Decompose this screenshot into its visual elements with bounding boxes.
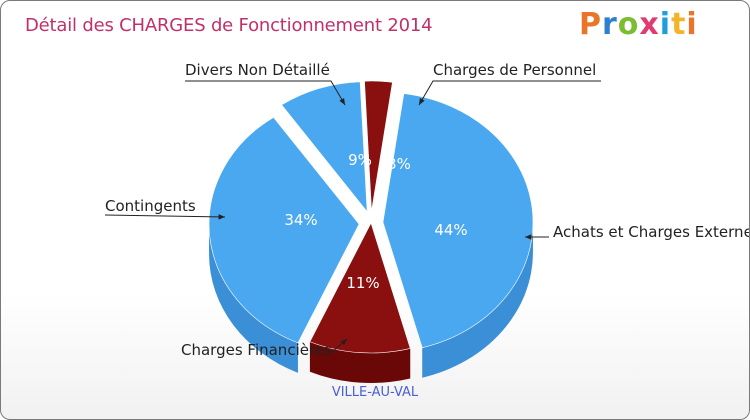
callout-arrowhead [218, 214, 225, 220]
pie-callouts: Achats et Charges Externes Charges Financ… [104, 61, 749, 359]
pie-slice [364, 80, 393, 212]
pie-slice-side [309, 341, 411, 384]
slice-percent-label: 44% [434, 221, 467, 239]
slice-percent-label: 11% [346, 274, 379, 292]
slice-category-label: Charges Financières [181, 341, 332, 359]
slice-percent-label: 9% [348, 151, 372, 169]
pie-slice [382, 93, 534, 349]
pie-slice [309, 222, 411, 354]
callout-line [185, 80, 346, 106]
chart-title: Détail des CHARGES de Fonctionnement 201… [25, 15, 433, 36]
logo-letter: o [617, 7, 640, 42]
logo-letter: i [659, 7, 672, 42]
logo-letter: r [602, 7, 618, 42]
pie-tops: 44% 11% 34% 9% 3% [208, 80, 534, 354]
proxiti-logo: Proxiti [579, 7, 698, 42]
slice-category-label: Charges de Personnel [433, 61, 596, 79]
slice-percent-label: 34% [284, 211, 317, 229]
callout-arrowhead [419, 98, 425, 105]
logo-letter: t [671, 7, 687, 42]
logo-letter: P [579, 7, 602, 42]
callout-line [418, 80, 601, 106]
chart-subtitle: VILLE-AU-VAL [331, 385, 419, 400]
callout-arrowhead [525, 234, 532, 240]
slice-category-label: Divers Non Détaillé [185, 61, 330, 79]
slice-percent-label: 3% [387, 155, 411, 173]
logo-letter: x [639, 7, 660, 42]
pie-slice-side [209, 224, 298, 373]
callout-arrowhead [340, 339, 347, 346]
slice-category-label: Achats et Charges Externes [553, 223, 749, 241]
pie-slice [208, 116, 360, 344]
callout-arrowhead [339, 98, 345, 105]
slice-category-label: Contingents [105, 197, 196, 215]
pie-slice [281, 81, 368, 213]
callout-line [104, 214, 226, 218]
logo-letter: i [686, 7, 698, 42]
